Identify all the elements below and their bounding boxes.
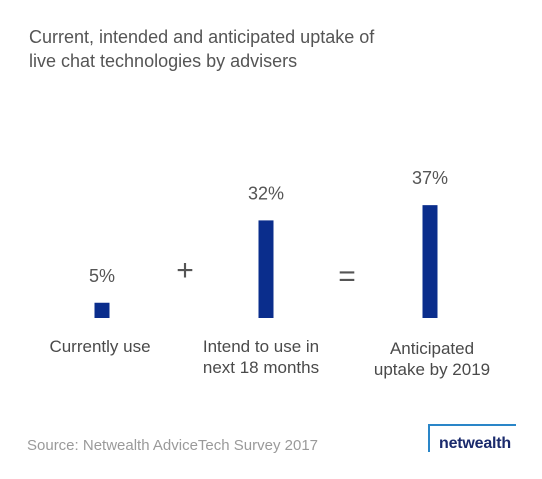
category-label-current: Currently use <box>30 336 170 357</box>
bars <box>94 205 438 318</box>
data-labels: 5% 32% 37% <box>89 168 448 286</box>
logo-wordmark: netwealth <box>439 435 511 452</box>
equals-operator: = <box>338 260 356 293</box>
category-label-anticipated-line-1: Anticipated <box>389 339 475 358</box>
chart-title: Current, intended and anticipated uptake… <box>29 25 449 73</box>
netwealth-logo: netwealth <box>428 424 516 454</box>
plus-operator: + <box>176 254 194 287</box>
category-label-anticipated: Anticipated uptake by 2019 <box>356 338 508 380</box>
category-label-current-line-1: Currently use <box>49 337 151 356</box>
bar-1 <box>258 220 274 318</box>
category-label-intend-line-1: Intend to use in <box>202 337 320 356</box>
data-label-0: 5% <box>89 266 115 286</box>
bar-2 <box>422 205 438 318</box>
data-label-1: 32% <box>248 183 284 203</box>
bar-0 <box>94 302 110 318</box>
category-label-anticipated-line-2: uptake by 2019 <box>373 360 491 379</box>
category-label-intend: Intend to use in next 18 months <box>185 336 337 378</box>
chart-title-line-1: Current, intended and anticipated uptake… <box>29 27 375 47</box>
source-note: Source: Netwealth AdviceTech Survey 2017 <box>27 437 318 454</box>
category-label-intend-line-2: next 18 months <box>202 358 320 377</box>
chart-title-line-2: live chat technologies by advisers <box>29 51 298 71</box>
data-label-2: 37% <box>412 168 448 188</box>
logo-bracket-shape <box>428 424 516 452</box>
